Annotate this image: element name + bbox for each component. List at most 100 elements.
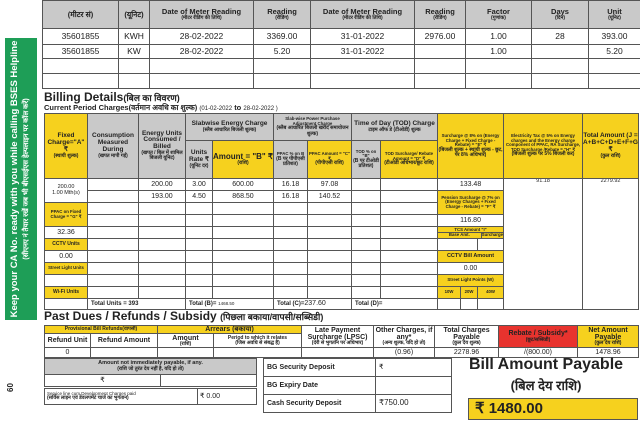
table-cell: 28-02-2022	[149, 44, 254, 59]
table-cell	[138, 226, 186, 239]
table-cell: Amount (राशि)	[157, 333, 214, 349]
table-cell: 1.00	[465, 44, 532, 59]
header-date2: Date of Meter Reading (मीटर रीडिंग की तिथ…	[310, 0, 415, 29]
header-ppac-amount: PPAC Amount = "C" ₹ (पीपीएसी राशि)	[307, 140, 352, 179]
lpsc-header: Late Payment Surcharge (LPSC) (देरी से भु…	[301, 324, 375, 349]
table-cell	[212, 226, 274, 239]
header-factor: Factor (गुणांक)	[465, 0, 532, 29]
table-cell: 4.50	[185, 190, 213, 203]
period-line: Current Period Charges(वर्तमान अवधि का श…	[44, 103, 278, 112]
header-meter-no: (मीटर सं)	[42, 0, 119, 29]
table-cell	[351, 274, 381, 287]
table-cell	[310, 58, 415, 74]
header-tod-pct: TOD % on "B" (B पर टीओडी प्रतिशत)	[351, 140, 381, 179]
table-cell	[310, 73, 415, 89]
street-light-units-label: Street Light Units	[44, 262, 88, 275]
header-tod-amount: TOD Surcharge/ Rebate Amount = "D" ₹ (टीओ…	[379, 140, 439, 179]
table-cell	[185, 202, 213, 215]
table-cell	[138, 262, 186, 275]
table-cell	[87, 202, 139, 215]
table-cell	[185, 226, 213, 239]
table-cell	[87, 178, 139, 191]
table-cell: BG Security Deposit	[263, 358, 376, 377]
table-cell: 1478.96	[577, 347, 640, 359]
table-cell: 3369.00	[253, 28, 311, 45]
billing-title: Billing Details(बिल का विवरण)	[44, 90, 180, 104]
table-cell: 31-01-2022	[310, 28, 415, 45]
header-electricity-tax: Electricity Tax @ 5% on Energy charges a…	[503, 113, 584, 179]
table-cell	[351, 286, 381, 299]
header-date1: Date of Meter Reading (मीटर रीडिंग की तिथ…	[149, 0, 254, 29]
billing-table: Fixed Charge="A" ₹ (स्थायी शुल्क) Consump…	[44, 113, 640, 310]
table-cell	[437, 298, 462, 310]
table-cell	[90, 347, 158, 359]
table-cell	[460, 298, 479, 310]
table-cell	[379, 262, 439, 275]
table-cell	[185, 286, 213, 299]
table-cell: 140.52	[307, 190, 352, 203]
table-cell	[414, 73, 466, 89]
table-cell	[273, 238, 308, 251]
table-cell	[301, 347, 375, 359]
table-cell	[138, 214, 186, 227]
past-dues-title: Past Dues / Refunds / Subsidy (पिछला बका…	[44, 309, 324, 323]
wifi-units-label: Wi-Fi Units	[44, 286, 88, 299]
table-cell: 393.00	[588, 28, 640, 45]
cctv-units-label: CCTV Units	[44, 238, 88, 251]
deposit-table: BG Security Deposit ₹ BG Expiry Date Cash…	[263, 358, 452, 413]
table-cell	[138, 202, 186, 215]
total-units: Total Units = 393	[87, 298, 186, 310]
rebate-header: Rebate / Subsidy* (छूट/सब्सिडी)	[498, 324, 579, 349]
total-b: Total (B)= 1468.50	[185, 298, 274, 310]
table-cell	[307, 202, 352, 215]
table-cell	[87, 214, 139, 227]
table-cell: 600.00	[212, 178, 274, 191]
table-cell: 2976.00	[414, 28, 466, 45]
table-cell: Amount not immediately payable, if any.(…	[43, 358, 258, 375]
table-cell	[379, 238, 439, 251]
street-light-points-label: Street Light Points (W)	[437, 274, 505, 287]
table-cell	[273, 274, 308, 287]
ppac-fixed-label: PPAC on Fixed Charge = "G" ₹	[44, 202, 88, 227]
table-cell: 200.00	[138, 178, 186, 191]
table-cell	[138, 250, 186, 263]
table-cell: ₹	[375, 358, 452, 377]
table-cell	[379, 178, 439, 191]
table-cell	[253, 58, 311, 74]
table-cell	[531, 73, 589, 89]
table-cell	[351, 202, 381, 215]
arrears-header: Arrears (बकाया)	[156, 324, 303, 335]
table-cell	[351, 262, 381, 275]
table-cell	[87, 262, 139, 275]
table-cell	[185, 238, 213, 251]
table-cell	[138, 238, 186, 251]
table-cell	[212, 250, 274, 263]
net-amount-header: Net Amount Payable (कुल देय राशि)	[577, 324, 640, 349]
table-cell	[212, 238, 274, 251]
table-cell	[212, 286, 274, 299]
table-cell: ₹	[44, 374, 161, 387]
table-cell	[273, 286, 308, 299]
table-cell	[273, 250, 308, 263]
table-cell	[273, 214, 308, 227]
table-cell: 35601855	[42, 28, 119, 45]
table-row: 0 (0.96) 2278.96/(800.00) 1478.96	[44, 347, 640, 359]
table-cell	[212, 347, 303, 359]
header-fixed-charge: Fixed Charge="A" ₹ (स्थायी शुल्क)	[44, 113, 88, 179]
table-cell	[351, 214, 381, 227]
table-cell	[273, 262, 308, 275]
cctv-bill-value: 0.00	[437, 262, 505, 275]
table-cell	[185, 214, 213, 227]
table-cell	[307, 226, 352, 239]
table-cell	[307, 274, 352, 287]
table-cell	[307, 214, 352, 227]
table-cell: 20W	[460, 286, 479, 299]
table-row: 35601855 KW 28-02-2022 5.20 31-01-2022 1.00 5.…	[42, 44, 640, 59]
table-cell	[307, 286, 352, 299]
table-cell: 193.00	[138, 190, 186, 203]
table-cell	[588, 73, 640, 89]
pension-value: 116.80	[437, 214, 505, 227]
table-cell	[42, 73, 119, 89]
table-cell	[307, 250, 352, 263]
table-cell	[87, 226, 139, 239]
